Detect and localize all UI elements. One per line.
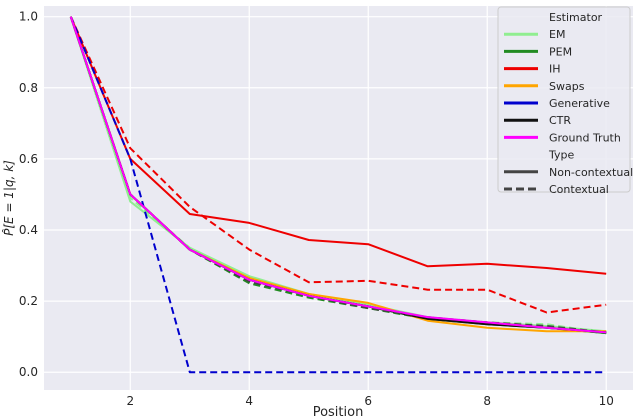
series-lines xyxy=(69,16,607,374)
series-line-ih-non-contextual xyxy=(69,16,607,275)
legend-title-type: Type xyxy=(548,149,574,162)
x-axis-label: Position xyxy=(313,405,364,419)
x-tick-label: 10 xyxy=(599,394,614,408)
y-tick-label: 0.4 xyxy=(19,223,38,237)
y-tick-label: 1.0 xyxy=(19,10,38,24)
x-tick-labels: 2 4 6 8 10 xyxy=(126,394,613,408)
y-tick-label: 0.0 xyxy=(19,365,38,379)
legend-label: Non-contextual xyxy=(549,166,633,179)
series-line-ground-truth-non-contextual xyxy=(69,16,607,334)
y-tick-label: 0.8 xyxy=(19,81,38,95)
legend-label: CTR xyxy=(549,114,571,127)
x-tick-label: 6 xyxy=(364,394,372,408)
legend-title-estimator: Estimator xyxy=(549,11,603,24)
legend-label: Ground Truth xyxy=(549,131,621,144)
legend: Estimator EM PEM IH Swaps Generative CTR Ground… xyxy=(497,6,633,196)
x-tick-label: 4 xyxy=(245,394,253,408)
legend-label: Contextual xyxy=(549,183,609,196)
series-line-ih-contextual xyxy=(69,16,607,314)
y-tick-label: 0.2 xyxy=(19,294,38,308)
series-line-generative-contextual xyxy=(69,16,607,374)
legend-label: IH xyxy=(549,63,561,76)
legend-label: Generative xyxy=(549,97,610,110)
legend-label: EM xyxy=(549,28,565,41)
y-tick-labels: 0.0 0.2 0.4 0.6 0.8 1.0 xyxy=(19,10,38,380)
x-tick-label: 2 xyxy=(126,394,134,408)
x-tick-label: 8 xyxy=(483,394,491,408)
y-axis-label: P̂[E = 1|q, k] xyxy=(2,160,16,236)
legend-label: PEM xyxy=(549,45,572,58)
legend-label: Swaps xyxy=(549,80,585,93)
y-tick-label: 0.6 xyxy=(19,152,38,166)
legend-box xyxy=(497,6,631,193)
